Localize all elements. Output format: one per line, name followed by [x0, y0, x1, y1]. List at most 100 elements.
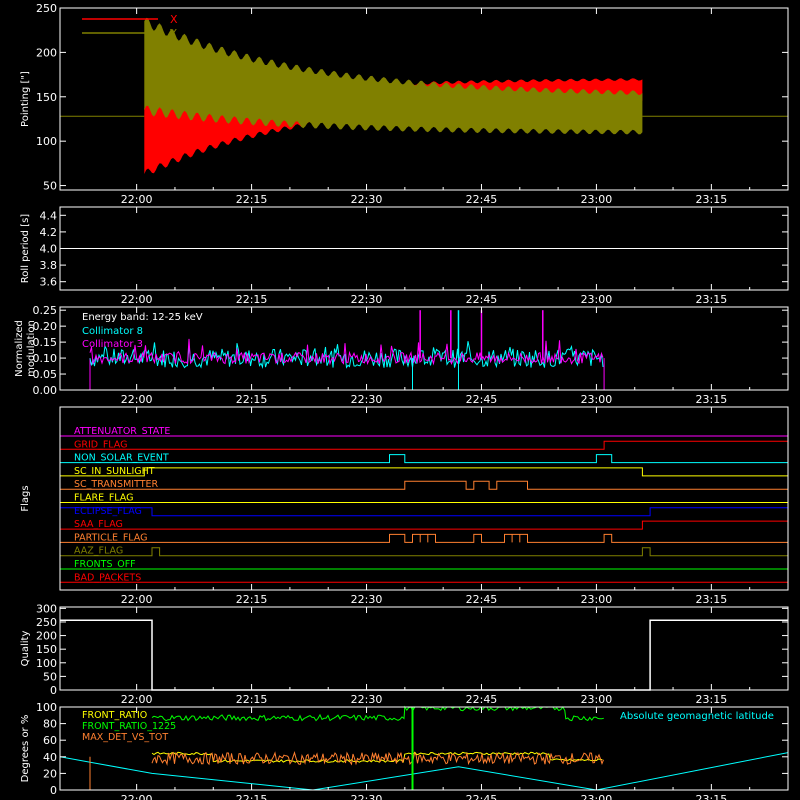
- modulation-ytick-label-2: 0.10: [33, 352, 58, 365]
- flags-frame: [59, 406, 789, 591]
- roll-ytick-label-0: 3.6: [40, 276, 58, 289]
- pointing-xtick-label-5: 23:15: [696, 193, 728, 206]
- modulation-ytick-label-1: 0.05: [33, 368, 58, 381]
- quality-ytick-label-4: 200: [36, 630, 57, 643]
- pointing-legend-label-1: Y: [169, 27, 177, 40]
- modulation-xtick-label-4: 23:00: [581, 393, 613, 406]
- axes-layer: [59, 7, 789, 791]
- roll-ytick-label-3: 4.2: [40, 226, 58, 239]
- pointing-xtick-label-1: 22:15: [236, 193, 268, 206]
- ratios-latitude-line: [59, 752, 789, 791]
- ratios-frame: [59, 706, 789, 791]
- flags-xtick-label-1: 22:15: [236, 593, 268, 606]
- pointing-xtick-label-4: 23:00: [581, 193, 613, 206]
- quality-ytick-label-5: 250: [36, 616, 57, 629]
- roll-ytick-label-2: 4.0: [40, 243, 58, 256]
- flags-row-label-10: FRONTS_OFF: [74, 559, 136, 570]
- roll-xtick-label-2: 22:30: [351, 293, 383, 306]
- ratios-ytick-label-0: 0: [50, 784, 57, 797]
- quality-ytick-label-6: 300: [36, 602, 57, 615]
- roll-xtick-label-5: 23:15: [696, 293, 728, 306]
- flags-xtick-label-4: 23:00: [581, 593, 613, 606]
- modulation-legend-label-1: Collimator 3: [82, 339, 143, 350]
- flags-row-label-2: NON_SOLAR_EVENT: [74, 453, 169, 464]
- ratios-xtick-label-0: 22:00: [121, 793, 153, 800]
- modulation-xtick-label-1: 22:15: [236, 393, 268, 406]
- flags-xtick-label-3: 22:45: [466, 593, 498, 606]
- pointing-xtick-label-3: 22:45: [466, 193, 498, 206]
- modulation-series-0: [89, 341, 604, 369]
- pointing-ytick-label-2: 150: [36, 91, 57, 104]
- pointing-ytick-label-3: 200: [36, 46, 57, 59]
- pointing-ytick-label-1: 100: [36, 135, 57, 148]
- pointing-ylabel-0: Pointing ["]: [20, 71, 31, 127]
- flags-row-label-4: SC_TRANSMITTER: [74, 479, 159, 490]
- roll-xtick-label-4: 23:00: [581, 293, 613, 306]
- quality-xtick-label-3: 22:45: [466, 693, 498, 706]
- data-layer: [59, 17, 789, 791]
- ratios-right-label: Absolute geomagnetic latitude: [620, 711, 774, 722]
- quality-frame: [59, 606, 789, 691]
- ratios-series-2: [151, 750, 604, 766]
- pointing-xtick-label-2: 22:30: [351, 193, 383, 206]
- ratios-series-1: [151, 751, 603, 763]
- ratios-xtick-label-4: 23:00: [581, 793, 613, 800]
- modulation-annotation: Energy band: 12-25 keV: [82, 312, 203, 323]
- flags-row-label-0: ATTENUATOR_STATE: [74, 426, 170, 437]
- modulation-series-1: [89, 338, 604, 366]
- roll-ytick-label-1: 3.8: [40, 259, 58, 272]
- ratios-ytick-label-4: 80: [43, 718, 57, 731]
- modulation-ytick-label-4: 0.20: [33, 320, 58, 333]
- text-layer: 22:00 22:15 22:30 22:45 23:00 23:15 50 100 150 20…: [14, 2, 774, 800]
- roll-xtick-label-3: 22:45: [466, 293, 498, 306]
- pointing-xtick-label-0: 22:00: [121, 193, 153, 206]
- flags-ylabel-0: Flags: [20, 485, 31, 511]
- roll-ytick-label-4: 4.4: [40, 209, 58, 222]
- ratios-legend-label-0: FRONT_RATIO: [82, 710, 147, 721]
- modulation-ylabel-1: modulation: [26, 320, 37, 377]
- flags-row-label-3: SC_IN_SUNLIGHT: [74, 466, 155, 477]
- pointing-frame: [59, 7, 789, 191]
- flags-xtick-label-0: 22:00: [121, 593, 153, 606]
- pointing-series-Y: [144, 17, 643, 135]
- flags-row-line-4: [60, 480, 788, 490]
- quality-xtick-label-2: 22:30: [351, 693, 383, 706]
- pointing-ytick-label-4: 250: [36, 2, 57, 15]
- ratios-legend-label-1: FRONT_RATIO_1225: [82, 721, 176, 732]
- ratios-xtick-label-2: 22:30: [351, 793, 383, 800]
- pointing-ytick-label-0: 50: [43, 180, 57, 193]
- flags-row-line-8: [60, 533, 788, 543]
- ratios-ytick-label-2: 40: [43, 751, 57, 764]
- flags-row-line-6: [59, 507, 789, 517]
- ratios-ytick-label-5: 100: [36, 701, 57, 714]
- ratios-ytick-label-1: 20: [43, 767, 57, 780]
- ratios-ylabel-0: Degrees or %: [20, 715, 31, 783]
- pointing-legend-label-0: X: [170, 13, 178, 26]
- quality-ytick-label-0: 0: [50, 684, 57, 697]
- flags-row-label-5: FLARE_FLAG: [74, 493, 134, 504]
- ratios-ytick-label-3: 60: [43, 734, 57, 747]
- modulation-ylabel-0: Normalized: [14, 320, 25, 377]
- modulation-frame: [59, 306, 789, 391]
- quality-xtick-label-1: 22:15: [236, 693, 268, 706]
- flags-row-label-8: PARTICLE_FLAG: [74, 532, 147, 543]
- roll-ylabel-0: Roll period [s]: [20, 214, 31, 283]
- ratios-xtick-label-3: 22:45: [466, 793, 498, 800]
- modulation-ytick-label-3: 0.15: [33, 336, 58, 349]
- modulation-legend-label-0: Collimator 8: [82, 326, 143, 337]
- modulation-xtick-label-2: 22:30: [351, 393, 383, 406]
- quality-ytick-label-1: 50: [43, 670, 57, 683]
- flags-row-line-2: [60, 454, 788, 464]
- modulation-xtick-label-3: 22:45: [466, 393, 498, 406]
- modulation-ytick-label-0: 0.00: [33, 384, 58, 397]
- modulation-xtick-label-5: 23:15: [696, 393, 728, 406]
- roll-xtick-label-0: 22:00: [121, 293, 153, 306]
- flags-row-label-1: GRID_FLAG: [74, 439, 128, 450]
- quality-xtick-label-5: 23:15: [696, 693, 728, 706]
- quality-xtick-label-4: 23:00: [581, 693, 613, 706]
- flags-row-label-7: SAA_FLAG: [74, 519, 123, 530]
- ratios-xtick-label-1: 22:15: [236, 793, 268, 800]
- quality-ylabel-0: Quality: [20, 631, 31, 667]
